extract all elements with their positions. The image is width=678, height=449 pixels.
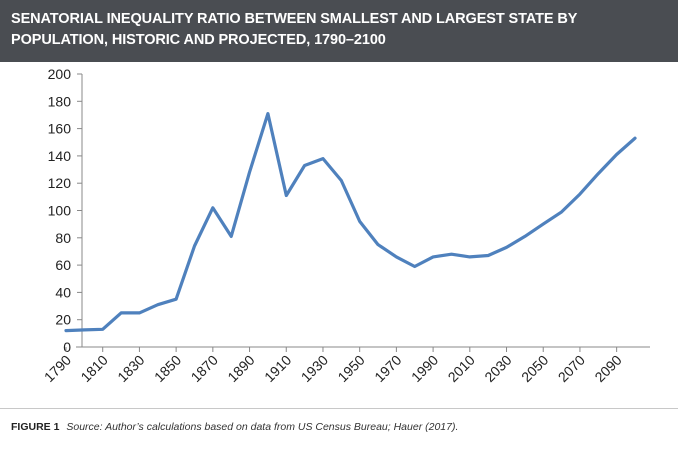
y-tick-label: 120 bbox=[48, 175, 72, 191]
x-tick-label: 1830 bbox=[114, 352, 147, 385]
x-tick-label: 1990 bbox=[408, 352, 441, 385]
x-tick-label: 2050 bbox=[518, 352, 551, 385]
y-tick-label: 200 bbox=[48, 66, 72, 82]
x-tick-label: 1870 bbox=[188, 352, 221, 385]
caption-divider bbox=[0, 408, 678, 409]
y-tick-label: 100 bbox=[48, 203, 72, 219]
data-series-line bbox=[64, 111, 637, 333]
x-tick-label: 2070 bbox=[555, 352, 588, 385]
y-tick-label: 160 bbox=[48, 121, 72, 137]
x-tick-label: 1970 bbox=[371, 352, 404, 385]
x-tick-label: 1850 bbox=[151, 352, 184, 385]
x-tick-label: 2010 bbox=[445, 352, 478, 385]
figure-source: Source: Author’s calculations based on d… bbox=[66, 421, 459, 433]
x-tick-label: 1950 bbox=[334, 352, 367, 385]
y-tick-label: 80 bbox=[55, 230, 71, 246]
figure-label: FIGURE 1 bbox=[11, 421, 60, 433]
x-tick-label: 1930 bbox=[298, 352, 331, 385]
chart-area: 0 20 40 60 80 100 120 140 160 180 200 1790 1810 1830 1… bbox=[0, 62, 678, 407]
x-tick-label: 1790 bbox=[41, 352, 74, 385]
x-tick-label: 1910 bbox=[261, 352, 294, 385]
figure-caption: FIGURE 1 Source: Author’s calculations b… bbox=[11, 421, 458, 433]
y-tick-label: 20 bbox=[55, 312, 71, 328]
y-tick-label: 140 bbox=[48, 148, 72, 164]
x-tick-label: 1890 bbox=[224, 352, 257, 385]
y-tick-label: 180 bbox=[48, 93, 72, 109]
x-tick-label: 1810 bbox=[77, 352, 110, 385]
chart-title-line-2: POPULATION, HISTORIC AND PROJECTED, 1790… bbox=[11, 32, 386, 48]
y-tick-label: 0 bbox=[63, 339, 71, 355]
x-tick-label: 2030 bbox=[481, 352, 514, 385]
chart-title-line-1: SENATORIAL INEQUALITY RATIO BETWEEN SMAL… bbox=[11, 11, 578, 27]
x-tick-label: 2090 bbox=[591, 352, 624, 385]
chart-title-bar: SENATORIAL INEQUALITY RATIO BETWEEN SMAL… bbox=[0, 0, 678, 62]
y-tick-label: 60 bbox=[55, 257, 71, 273]
y-tick-label: 40 bbox=[55, 284, 71, 300]
